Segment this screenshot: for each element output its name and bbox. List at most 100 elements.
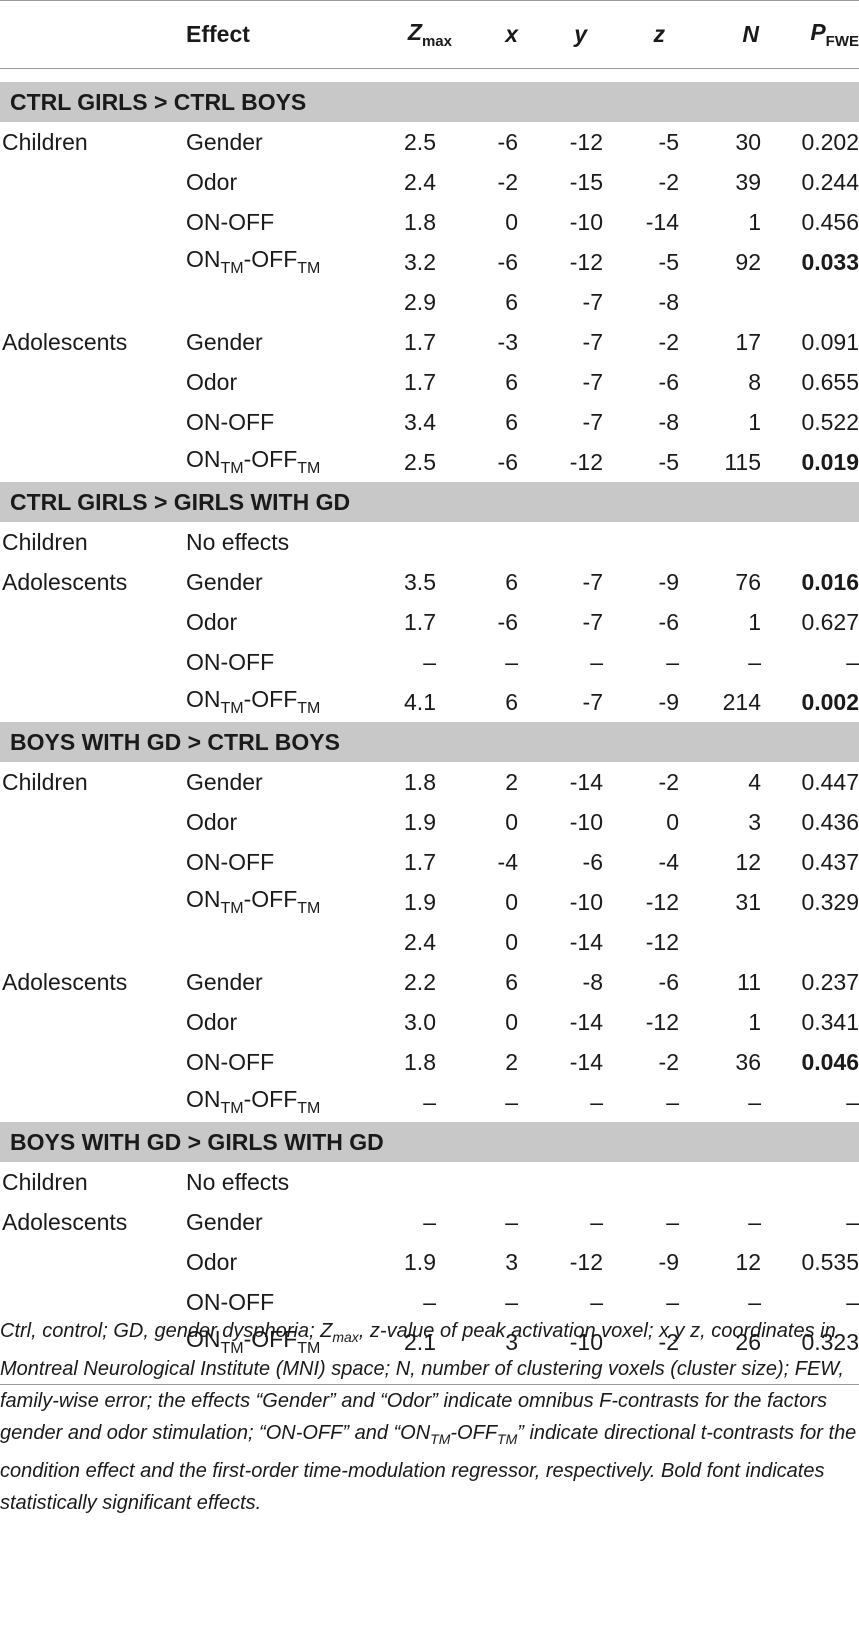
section-title: CTRL GIRLS > GIRLS WITH GD	[0, 482, 859, 522]
row-z: -12	[645, 888, 679, 915]
row-n: 26	[735, 1328, 761, 1355]
row-group	[0, 362, 186, 402]
row-effect: ON-OFF	[186, 648, 275, 675]
row-pfwe: 0.456	[801, 208, 859, 235]
row-y: -15	[569, 168, 603, 195]
row-pfwe: 0.341	[801, 1008, 859, 1035]
row-effect: Gender	[186, 568, 263, 595]
row-zmax	[374, 1162, 454, 1202]
row-zmax: 2.9	[404, 288, 436, 315]
row-effect: Gender	[186, 328, 263, 355]
row-effect: No effects	[186, 528, 290, 555]
row-x: 2	[505, 768, 518, 795]
row-z: -6	[658, 968, 679, 995]
row-effect: Odor	[186, 1248, 238, 1275]
table-row: Odor 3.0 0 -14 -12 1 0.341	[0, 1002, 859, 1042]
row-group: Adolescents	[2, 1208, 128, 1235]
row-effect: ONTM-OFFTM	[186, 1326, 321, 1357]
table-footnote: Ctrl, control; GD, gender dysphoria; Zma…	[0, 1315, 859, 1519]
row-x: 0	[505, 808, 518, 835]
row-z: -2	[658, 1048, 679, 1075]
row-pfwe: –	[846, 648, 859, 675]
row-y: -7	[582, 368, 603, 395]
row-x: –	[505, 1288, 518, 1315]
header-effect: Effect	[186, 0, 374, 69]
table-row: ONTM-OFFTM 2.1 3 -10 -2 26 0.323	[0, 1322, 859, 1362]
row-z: -2	[658, 1328, 679, 1355]
row-group: Children	[2, 528, 88, 555]
header-x: x	[454, 0, 533, 69]
row-effect: No effects	[186, 1168, 290, 1195]
row-n: 39	[735, 168, 761, 195]
row-z: –	[666, 1088, 679, 1115]
row-y	[533, 1162, 609, 1202]
row-y: -12	[569, 448, 603, 475]
row-z: -5	[658, 128, 679, 155]
row-y: -14	[569, 1048, 603, 1075]
row-group	[0, 1042, 186, 1082]
table-row: ONTM-OFFTM 3.2 -6 -12 -5 92 0.033	[0, 242, 859, 282]
row-n: 1	[748, 608, 761, 635]
row-n: 12	[735, 848, 761, 875]
row-x: -3	[497, 328, 518, 355]
header-z: z	[609, 0, 685, 69]
row-zmax: 2.4	[404, 168, 436, 195]
row-x: -6	[497, 608, 518, 635]
header-zmax: Zmax	[374, 0, 454, 69]
table-row: ON-OFF – – – – – –	[0, 1282, 859, 1322]
row-n: 8	[748, 368, 761, 395]
row-zmax: –	[423, 1288, 436, 1315]
row-pfwe: 0.436	[801, 808, 859, 835]
row-n	[685, 522, 767, 562]
row-pfwe: 0.437	[801, 848, 859, 875]
row-x: -6	[497, 448, 518, 475]
row-x: 6	[505, 968, 518, 995]
row-zmax: –	[423, 1088, 436, 1115]
table-row: ONTM-OFFTM 1.9 0 -10 -12 31 0.329	[0, 882, 859, 922]
row-zmax: 1.8	[404, 1048, 436, 1075]
row-z: –	[666, 648, 679, 675]
row-group	[0, 682, 186, 722]
row-zmax: 4.1	[404, 688, 436, 715]
row-z	[609, 522, 685, 562]
row-zmax: 2.4	[404, 928, 436, 955]
row-zmax: 1.8	[404, 768, 436, 795]
row-effect: ON-OFF	[186, 408, 275, 435]
row-zmax: 3.0	[404, 1008, 436, 1035]
table-row: ONTM-OFFTM – – – – – –	[0, 1082, 859, 1122]
row-pfwe: 0.002	[801, 688, 859, 715]
row-n: 1	[748, 208, 761, 235]
row-n: 11	[737, 968, 761, 995]
row-x: 6	[505, 408, 518, 435]
row-group: Adolescents	[2, 328, 128, 355]
row-effect: Gender	[186, 1208, 263, 1235]
row-group: Children	[2, 128, 88, 155]
row-n: 1	[748, 408, 761, 435]
row-effect: ONTM-OFFTM	[186, 886, 321, 917]
row-zmax: 1.7	[404, 368, 436, 395]
table-row: Children No effects	[0, 1162, 859, 1202]
row-zmax: 1.9	[404, 888, 436, 915]
row-zmax: –	[423, 1208, 436, 1235]
row-zmax: 2.5	[404, 448, 436, 475]
row-n: –	[748, 1208, 761, 1235]
row-effect: Gender	[186, 128, 263, 155]
row-z: -6	[658, 608, 679, 635]
row-n: 76	[735, 568, 761, 595]
row-y: -12	[569, 248, 603, 275]
row-effect: ONTM-OFFTM	[186, 246, 321, 277]
table-row: Adolescents Gender – – – – – –	[0, 1202, 859, 1242]
row-group: Adolescents	[2, 568, 128, 595]
table-row: ON-OFF 1.8 2 -14 -2 36 0.046	[0, 1042, 859, 1082]
row-z: -9	[658, 1248, 679, 1275]
table-row: Odor 2.4 -2 -15 -2 39 0.244	[0, 162, 859, 202]
row-zmax: 3.4	[404, 408, 436, 435]
row-pfwe: 0.237	[801, 968, 859, 995]
row-effect: Odor	[186, 608, 238, 635]
row-zmax: 1.7	[404, 608, 436, 635]
row-z: 0	[666, 808, 679, 835]
row-x: –	[505, 648, 518, 675]
table-row: Odor 1.9 0 -10 0 3 0.436	[0, 802, 859, 842]
row-n: 31	[735, 888, 761, 915]
row-x: –	[505, 1088, 518, 1115]
